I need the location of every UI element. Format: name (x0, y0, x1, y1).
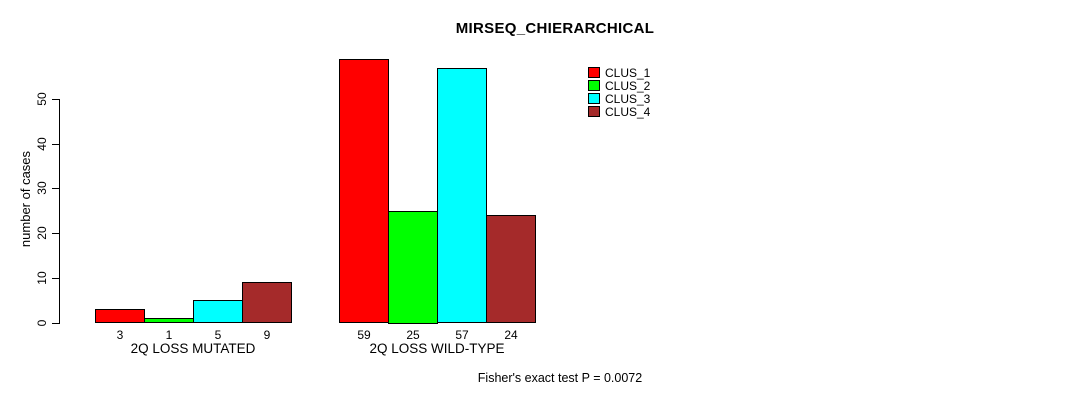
y-axis-tick-label: 0 (35, 319, 49, 326)
bar-value-label: 1 (165, 328, 173, 342)
bar-value-label: 57 (455, 328, 469, 342)
bar-clus_2-group1 (144, 318, 194, 324)
y-axis-tick (52, 322, 60, 324)
y-axis-line (59, 99, 60, 324)
legend-label: CLUS_4 (605, 104, 651, 119)
y-axis-tick (52, 277, 60, 279)
y-axis-tick-label: 40 (35, 137, 49, 151)
legend-label: CLUS_1 (605, 65, 651, 80)
chart-title: MIRSEQ_CHIERARCHICAL (455, 20, 655, 37)
legend-label: CLUS_3 (605, 91, 651, 106)
legend-swatch-clus_1 (588, 67, 600, 78)
y-axis-tick-label: 30 (35, 181, 49, 196)
y-axis-tick (52, 99, 60, 100)
bar-clus_1-group1 (95, 309, 145, 324)
bar-clus_3-group2 (437, 67, 487, 324)
legend-item-clus_4: CLUS_4 (588, 105, 650, 118)
bar-value-label: 9 (263, 328, 271, 342)
legend-swatch-clus_4 (588, 106, 600, 117)
y-axis-tick-label: 50 (35, 92, 49, 106)
y-axis-tick-label: 10 (35, 271, 49, 285)
legend-item-clus_2: CLUS_2 (588, 79, 650, 92)
y-axis-tick (52, 143, 60, 145)
bar-value-label: 24 (504, 328, 518, 342)
legend-item-clus_3: CLUS_3 (588, 92, 650, 105)
legend: CLUS_1 CLUS_2 CLUS_3 CLUS_4 (588, 66, 650, 118)
group-label: 2Q LOSS MUTATED (130, 341, 256, 356)
legend-swatch-clus_2 (588, 80, 600, 91)
legend-item-clus_1: CLUS_1 (588, 66, 650, 79)
bar-value-label: 5 (214, 328, 222, 342)
bar-value-label: 25 (406, 328, 420, 342)
bar-value-label: 3 (116, 328, 124, 342)
bar-clus_4-group2 (486, 215, 536, 324)
bar-clus_1-group2 (339, 58, 389, 324)
legend-label: CLUS_2 (605, 78, 651, 93)
y-axis-tick-label: 20 (35, 226, 49, 240)
footnote-text: Fisher's exact test P = 0.0072 (477, 371, 643, 385)
bar-clus_3-group1 (193, 300, 243, 324)
legend-swatch-clus_3 (588, 93, 600, 104)
group-label: 2Q LOSS WILD-TYPE (369, 341, 505, 356)
bar-clus_2-group2 (388, 210, 438, 324)
y-axis-tick (52, 233, 60, 235)
bar-clus_4-group1 (242, 282, 292, 324)
bar-value-label: 59 (357, 328, 371, 342)
y-axis-tick (52, 188, 60, 190)
y-axis-label: number of cases (18, 150, 33, 248)
